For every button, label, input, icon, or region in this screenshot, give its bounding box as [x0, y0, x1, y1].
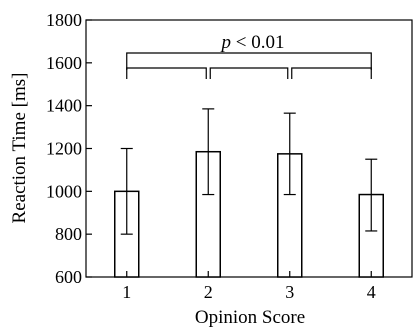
significance-p: p	[220, 32, 232, 53]
x-tick-label: 1	[122, 282, 131, 302]
significance-label: p < 0.01	[220, 32, 285, 53]
x-tick-label: 4	[367, 282, 376, 302]
y-ticks: 600 800 1000 1200 1400 1600 1800	[46, 10, 92, 287]
bars	[114, 150, 384, 278]
y-tick-label: 1400	[46, 96, 82, 116]
significance-threshold: < 0.01	[231, 32, 284, 53]
y-tick-label: 1800	[46, 10, 82, 30]
significance-bracket-outer	[126, 52, 372, 70]
error-bars	[120, 108, 378, 235]
x-axis-title: Opinion Score	[195, 307, 305, 327]
significance-bracket-pair	[126, 67, 207, 79]
y-tick-label: 600	[55, 267, 82, 287]
x-tick-labels: 1 2 3 4	[122, 271, 376, 302]
x-tick-label: 3	[285, 282, 294, 302]
significance-bracket-pair	[291, 67, 372, 79]
x-tick-label: 2	[204, 282, 213, 302]
y-tick-label: 1000	[46, 181, 82, 201]
y-tick-label: 800	[55, 224, 82, 244]
significance-bracket-pair	[209, 67, 289, 79]
significance-brackets	[126, 52, 372, 79]
y-tick-label: 1200	[46, 139, 82, 159]
y-tick-label: 1600	[46, 53, 82, 73]
y-axis-title: Reaction Time [ms]	[9, 73, 30, 224]
bar	[358, 193, 384, 278]
